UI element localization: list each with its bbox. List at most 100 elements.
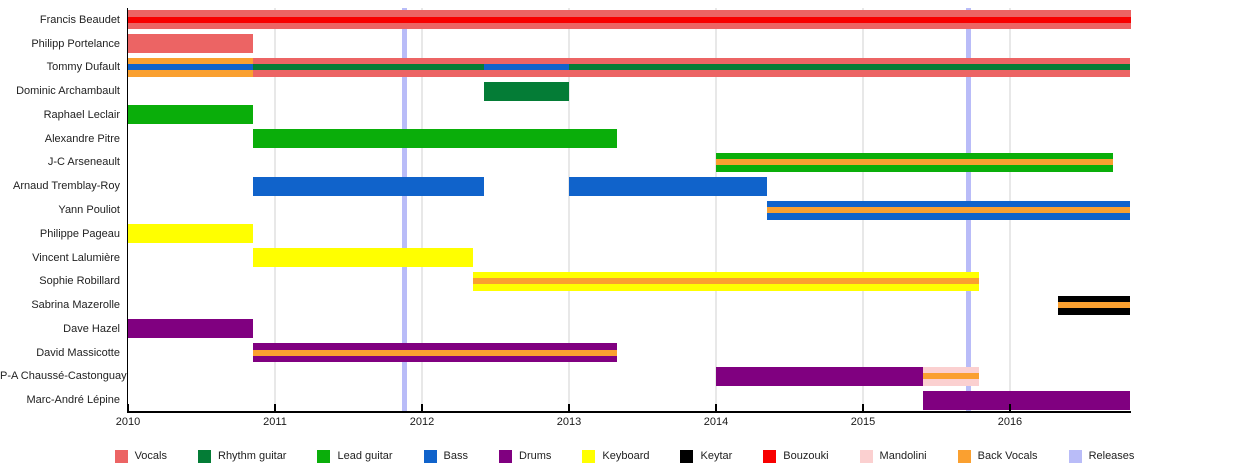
year-label-2016: 2016	[997, 415, 1023, 428]
legend-item-lead-guitar: Lead guitar	[317, 449, 393, 463]
plot-area: Francis Beaudet Philipp Portelance Tommy D…	[0, 8, 1131, 428]
timeline-bar-j-c-arseneault-1	[715, 152, 1113, 172]
legend-label-drums: Drums	[519, 450, 552, 462]
timeline-bar-francis-beaudet-1	[128, 10, 1131, 30]
role-stripe-bouzouki	[128, 16, 1131, 23]
legend-item-rhythm-guitar: Rhythm guitar	[198, 449, 287, 463]
timeline-bar-dave-hazel-1	[128, 319, 253, 339]
role-stripe-back-vocals	[473, 278, 980, 285]
axis-tick-2013	[568, 403, 570, 412]
member-label-david-massicotte: David Massicotte	[36, 346, 120, 359]
gridline-2011	[273, 8, 276, 411]
role-stripe-back-vocals	[767, 207, 1131, 213]
member-label-tommy-dufault: Tommy Dufault	[46, 61, 120, 74]
axis-tick-2012	[421, 403, 423, 412]
legend-label-lead-guitar: Lead guitar	[337, 450, 393, 462]
legend-swatch-keytar	[680, 449, 694, 463]
axis-tick-2010	[127, 403, 129, 412]
legend-swatch-mandolini	[859, 449, 873, 463]
axis-tick-2015	[862, 403, 864, 412]
timeline-bar-alexandre-pitre-1	[252, 129, 618, 149]
member-label-alexandre-pitre: Alexandre Pitre	[44, 132, 120, 145]
legend-label-releases: Releases	[1088, 450, 1135, 462]
member-label-j-c-arseneault: J-C Arseneault	[47, 156, 120, 169]
legend-swatch-bouzouki	[763, 449, 777, 463]
legend: Vocals Rhythm guitar Lead guitar Bass Drums K…	[0, 444, 1249, 468]
timeline-bar-tommy-dufault-1	[128, 57, 253, 77]
timeline-bar-vincent-lalumi-re-1	[252, 248, 474, 268]
legend-swatch-releases	[1068, 449, 1082, 463]
role-stripe-rhythm-guitar	[252, 64, 484, 71]
role-stripe-rhythm-guitar	[568, 64, 1131, 71]
timeline-bar-dominic-archambault-1	[483, 81, 569, 101]
member-label-vincent-lalumi-re: Vincent Lalumière	[32, 251, 120, 264]
timeline-bar-p-a-chauss-castonguay-2	[923, 366, 980, 386]
legend-item-vocals: Vocals	[114, 449, 167, 463]
gridline-2012	[420, 8, 423, 411]
legend-swatch-back-vocals	[957, 449, 971, 463]
legend-item-bouzouki: Bouzouki	[763, 449, 829, 463]
timeline-bar-sabrina-mazerolle-1	[1058, 295, 1131, 315]
legend-item-keyboard: Keyboard	[582, 449, 650, 463]
legend-swatch-lead-guitar	[317, 449, 331, 463]
timeline-bar-raphael-leclair-1	[128, 105, 253, 125]
legend-item-mandolini: Mandolini	[859, 449, 927, 463]
legend-swatch-keyboard	[582, 449, 596, 463]
legend-item-back-vocals: Back Vocals	[957, 449, 1038, 463]
legend-swatch-drums	[499, 449, 512, 463]
release-line-1	[401, 8, 407, 411]
year-label-2014: 2014	[703, 415, 729, 428]
legend-label-keytar: Keytar	[700, 450, 733, 462]
member-label-dave-hazel: Dave Hazel	[63, 322, 120, 335]
member-label-raphael-leclair: Raphael Leclair	[43, 108, 120, 121]
legend-label-keyboard: Keyboard	[602, 450, 650, 462]
legend-item-keytar: Keytar	[680, 449, 733, 463]
year-label-2015: 2015	[850, 415, 876, 428]
timeline-bar-arnaud-tremblay-roy-1	[252, 176, 484, 196]
timeline-bar-philippe-pageau-1	[128, 224, 253, 244]
member-label-arnaud-tremblay-roy: Arnaud Tremblay-Roy	[13, 180, 120, 193]
axis-tick-2016	[1009, 403, 1011, 412]
role-stripe-back-vocals	[252, 349, 618, 356]
timeline-bar-p-a-chauss-castonguay-1	[715, 366, 924, 386]
year-label-2010: 2010	[115, 415, 141, 428]
legend-item-drums: Drums	[499, 449, 552, 463]
member-label-philipp-portelance: Philipp Portelance	[31, 37, 120, 50]
legend-label-rhythm-guitar: Rhythm guitar	[218, 450, 287, 462]
timeline-bar-yann-pouliot-1	[767, 200, 1131, 220]
timeline-bar-sophie-robillard-1	[473, 271, 980, 291]
role-stripe-back-vocals	[1058, 302, 1131, 309]
year-label-2011: 2011	[263, 415, 287, 428]
role-stripe-back-vocals	[923, 373, 980, 380]
role-stripe-bass	[128, 64, 253, 71]
legend-label-bouzouki: Bouzouki	[783, 450, 829, 462]
member-label-yann-pouliot: Yann Pouliot	[58, 204, 120, 216]
x-axis	[126, 410, 1131, 413]
legend-item-bass: Bass	[423, 449, 468, 463]
member-label-p-a-chauss-castonguay: P-A Chaussé-Castonguay	[0, 370, 127, 383]
timeline-bar-marc-andr-l-pine-1	[923, 390, 1131, 410]
member-label-marc-andr-l-pine: Marc-André Lépine	[26, 394, 120, 407]
legend-label-bass: Bass	[443, 450, 468, 462]
role-stripe-back-vocals	[715, 159, 1113, 166]
member-label-sophie-robillard: Sophie Robillard	[39, 275, 120, 288]
member-label-sabrina-mazerolle: Sabrina Mazerolle	[31, 299, 120, 312]
legend-item-releases: Releases	[1068, 449, 1135, 463]
legend-swatch-rhythm-guitar	[198, 449, 211, 463]
timeline-bar-philipp-portelance-1	[128, 34, 253, 54]
legend-label-vocals: Vocals	[134, 450, 167, 462]
axis-tick-2011	[274, 403, 276, 412]
legend-swatch-bass	[423, 449, 437, 463]
gridline-2013	[567, 8, 570, 411]
legend-swatch-vocals	[114, 449, 128, 463]
gridline-2014	[714, 8, 717, 411]
legend-label-mandolini: Mandolini	[879, 450, 927, 462]
y-axis	[126, 8, 128, 413]
axis-tick-2014	[715, 403, 717, 412]
role-stripe-bass	[483, 64, 569, 71]
legend-label-back-vocals: Back Vocals	[977, 450, 1038, 462]
timeline-bar-tommy-dufault-2	[252, 57, 1131, 77]
member-label-dominic-archambault: Dominic Archambault	[16, 85, 120, 98]
timeline-bar-arnaud-tremblay-roy-2	[568, 176, 768, 196]
